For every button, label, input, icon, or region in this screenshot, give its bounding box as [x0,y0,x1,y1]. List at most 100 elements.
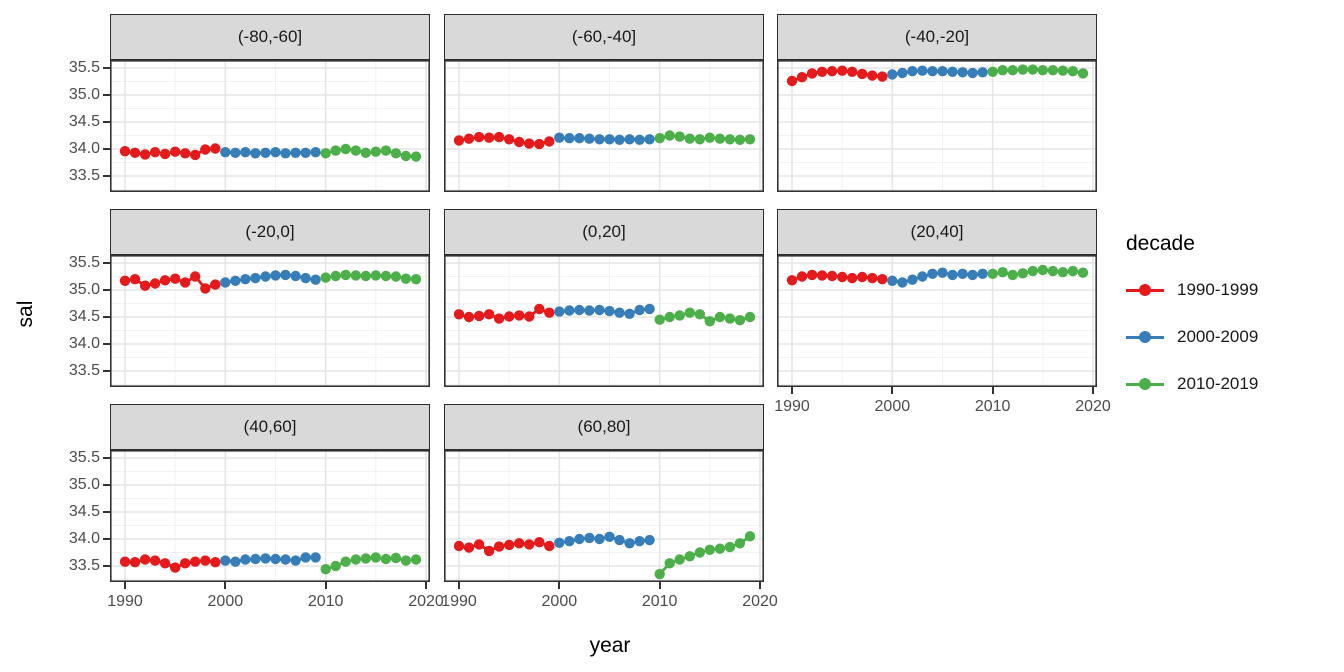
data-point [340,143,351,155]
data-point [594,304,605,316]
y-tick-label: 35.5 [68,254,100,271]
data-point [847,272,858,284]
data-point [483,309,495,320]
data-point [453,135,465,146]
data-point [350,270,361,281]
data-point [604,531,615,542]
data-point [350,145,361,156]
data-point [967,67,978,79]
x-tick-mark [758,582,761,589]
y-tick-mark [103,67,110,69]
data-point [159,558,171,569]
y-tick-label: 34.0 [68,335,100,352]
facet-strip-(-40,-20]: (-40,-20] [777,14,1097,60]
data-point [149,555,161,566]
data-point [473,131,485,143]
data-point [574,533,585,545]
data-point [483,132,495,143]
data-point [704,544,715,555]
data-point [654,314,665,325]
facet-strip-(-60,-40]: (-60,-40] [444,14,764,60]
data-point [260,553,271,564]
data-point [514,136,525,148]
data-point [584,133,595,144]
x-tick-label: 2010 [641,593,678,610]
data-point [360,270,371,282]
x-tick-mark [991,387,994,394]
y-tick-mark [103,94,110,96]
data-point [574,304,585,316]
panel-border [110,60,430,192]
data-point [937,66,948,77]
data-point [1047,265,1059,277]
data-point [230,556,241,567]
data-point [250,272,261,284]
data-point [129,147,141,158]
data-point [200,144,211,155]
data-point [604,305,615,317]
data-point [170,273,181,284]
data-point [400,273,412,284]
y-tick-mark [103,262,110,264]
data-point [310,274,321,285]
data-point [350,554,361,565]
data-point [524,311,535,322]
data-point [826,270,838,282]
data-point [877,71,888,82]
panel-border [777,255,1097,387]
legend-item-2010-2019: 2010-2019 [1126,372,1258,396]
legend-key-point-icon [1126,325,1164,349]
facet-strip-(40,60]: (40,60] [110,404,430,450]
legend-item-label: 1990-1999 [1177,280,1259,299]
data-point [380,553,392,565]
data-point [724,313,736,324]
data-point [614,134,625,145]
data-point [957,268,968,279]
data-point [534,138,545,150]
facet-panel-(0,20] [444,255,764,387]
data-point [574,133,585,144]
data-point [714,133,726,144]
data-point [917,65,928,76]
data-point [250,553,261,565]
data-point [806,68,818,79]
data-point [744,134,756,145]
data-point [300,272,311,284]
data-point [816,270,828,281]
data-point [1017,64,1028,75]
data-point [270,270,281,281]
data-point [330,560,341,572]
data-point [410,151,422,162]
data-point [1027,265,1038,277]
data-point [514,310,525,321]
data-point [390,552,402,564]
data-point [139,149,151,160]
data-point [240,147,251,158]
facet-panel-(-80,-60] [110,60,430,192]
facet-panel-(20,40] [777,255,1097,387]
data-point [170,146,181,157]
data-point [504,539,515,551]
data-point [786,75,798,87]
data-point [724,541,736,553]
data-point [1057,267,1069,278]
y-tick-label: 35.0 [68,476,100,493]
data-point [129,274,141,285]
data-point [210,143,221,154]
data-point [493,313,505,324]
x-tick-label: 2010 [974,398,1011,415]
data-point [1057,65,1069,76]
x-tick-label: 2020 [408,593,444,610]
x-tick-label: 2010 [307,593,344,610]
panel-background [444,255,764,387]
data-point [119,556,131,567]
data-point [270,147,281,158]
data-point [927,268,938,279]
legend: decade 1990-1999 2000-2009 2010-2019 [1126,232,1258,419]
panel-background [110,60,430,192]
facet-panel-(-60,-40] [444,60,764,192]
data-point [180,558,191,569]
y-tick-label: 33.5 [68,557,100,574]
panel-border [444,60,764,192]
data-point [493,541,505,552]
